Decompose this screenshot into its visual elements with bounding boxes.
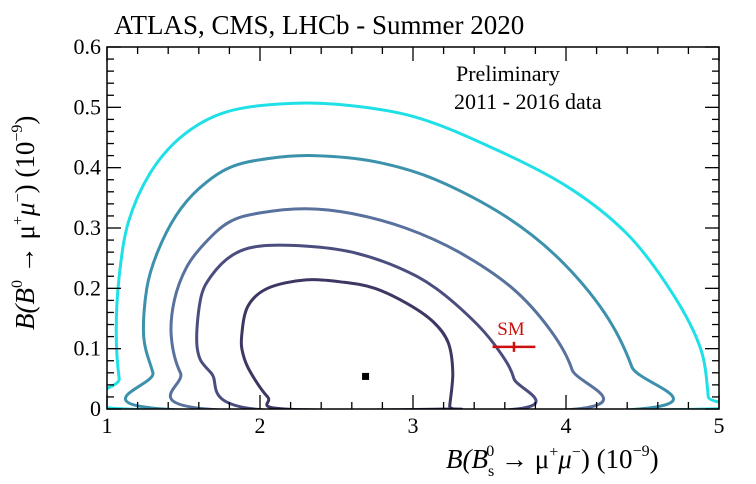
y-label-prefix: B(B [10, 288, 40, 330]
y-label-unit: ) (10 [10, 142, 40, 194]
y-tick-label: 0.4 [74, 155, 102, 180]
x-label-sup: 0 [486, 443, 494, 460]
y-label-mu: μ [10, 202, 40, 217]
x-label-prefix: B(B [446, 444, 488, 474]
y-label-arrow: → μ [10, 225, 40, 280]
axis-ticks: 1 2 3 4 5 0 0.1 0.2 0.3 0.4 0.5 0.6 [74, 34, 725, 438]
y-tick-label: 0.2 [74, 275, 102, 300]
y-tick-label: 0.6 [74, 34, 102, 59]
x-tick-label: 4 [561, 413, 572, 438]
contour-2 [195, 243, 538, 409]
y-label-exp: −9 [9, 125, 26, 142]
x-label-minus: − [572, 444, 581, 461]
y-tick-label: 0 [90, 396, 101, 421]
best-fit-marker [362, 372, 370, 380]
y-tick-label: 0.1 [74, 336, 102, 361]
x-label-mu: μ [557, 444, 572, 474]
x-label-arrow: → μ [494, 444, 549, 474]
x-tick-label: 3 [408, 413, 419, 438]
y-label-sup: 0 [9, 280, 26, 288]
x-label-plus: + [549, 444, 558, 461]
x-tick-label: 5 [714, 413, 725, 438]
y-label-plus: + [10, 216, 27, 225]
contour-1 [239, 278, 464, 409]
x-label-unit: ) (10 [581, 444, 633, 474]
contour-layer [107, 101, 719, 409]
x-label-suffix: ) [650, 444, 659, 474]
sm-label: SM [497, 319, 525, 340]
sm-prediction: SM [492, 319, 536, 352]
y-label-suffix: ) [10, 116, 40, 125]
chart-title: ATLAS, CMS, LHCb - Summer 2020 [114, 10, 524, 40]
contour-4 [123, 154, 675, 409]
x-tick-label: 2 [255, 413, 266, 438]
annotation-preliminary: Preliminary [456, 61, 560, 86]
contour-5 [107, 101, 719, 409]
annotation-data-range: 2011 - 2016 data [454, 89, 602, 114]
y-axis-label: B(B0 → μ+μ−) (10−9) [9, 116, 40, 330]
x-label-sub: s [488, 463, 494, 480]
y-tick-label: 0.5 [74, 94, 102, 119]
y-label-minus: − [10, 193, 27, 202]
y-tick-label: 0.3 [74, 215, 102, 240]
x-tick-label: 1 [102, 413, 113, 438]
x-axis-label: B(Bs 0 → μ+μ−) (10−9) [446, 443, 659, 480]
x-label-exp: −9 [633, 443, 650, 460]
contour-3 [168, 207, 606, 409]
